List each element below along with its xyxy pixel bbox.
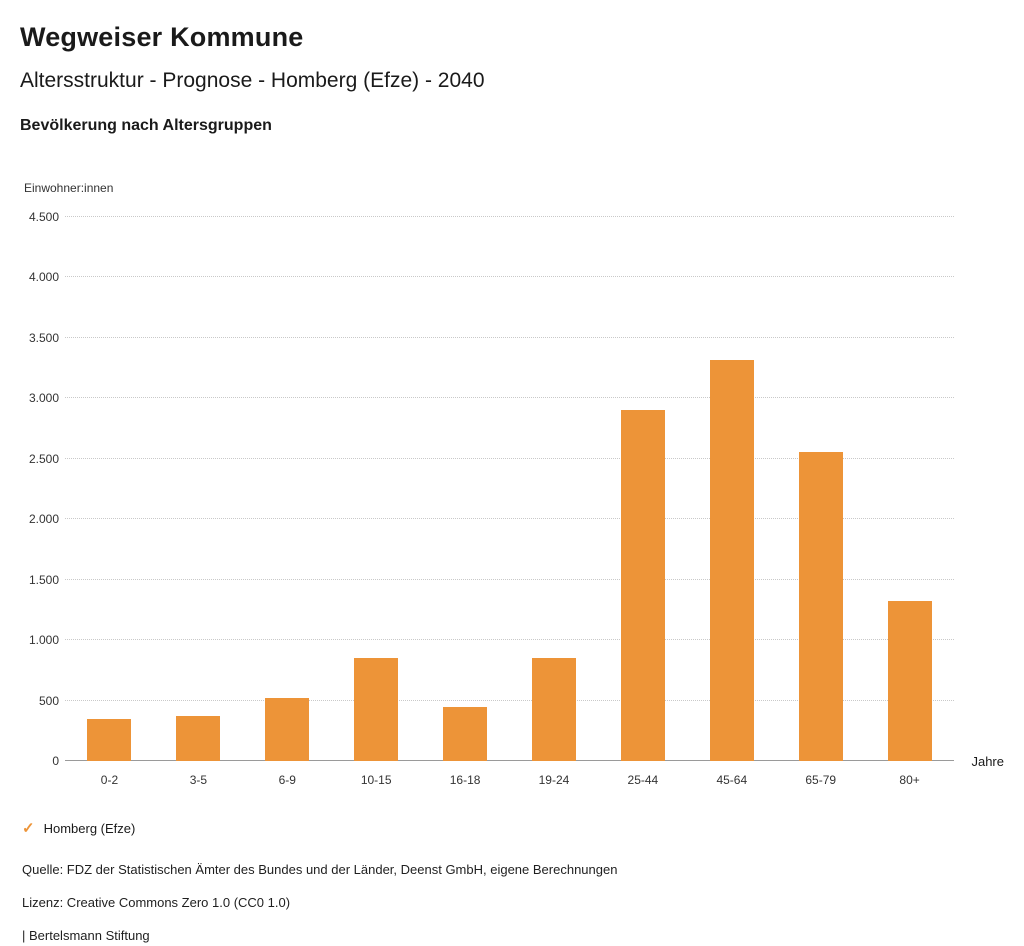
x-tick-label: 0-2 (100, 773, 119, 787)
footer: Quelle: FDZ der Statistischen Ämter des … (22, 862, 1004, 943)
bar-slot (510, 217, 599, 761)
x-tick-label: 25-44 (627, 773, 659, 787)
gridline (65, 276, 954, 278)
y-tick-label: 0 (52, 754, 59, 768)
bar-25-44[interactable] (620, 410, 665, 761)
x-tick-label: 19-24 (538, 773, 570, 787)
bar-65-79[interactable] (798, 452, 843, 761)
y-tick-label: 4.500 (28, 210, 59, 224)
bar-80+[interactable] (887, 601, 932, 761)
y-tick-label: 500 (38, 693, 59, 708)
bar-45-64[interactable] (709, 359, 754, 761)
y-axis-title: Einwohner:innen (24, 181, 114, 195)
x-tick-label: 45-64 (716, 773, 748, 787)
bar-slot (421, 217, 510, 761)
bar-16-18[interactable] (443, 706, 488, 761)
bar-0-2[interactable] (87, 718, 132, 761)
bar-3-5[interactable] (176, 716, 221, 761)
bar-chart: Einwohner:innen 0 500 1.000 1.500 2.000 2.500… (20, 181, 1004, 793)
y-tick-label: 2.000 (28, 512, 59, 527)
x-axis: 0-2 3-5 6-9 10-15 16-18 19-24 25-44 45-64 65-79 8… (65, 761, 954, 793)
gridline (65, 457, 954, 459)
bar-slot (598, 217, 687, 761)
plot-area (65, 216, 954, 761)
y-axis: 0 500 1.000 1.500 2.000 2.500 3.000 3.500 4.000 4… (20, 210, 65, 768)
bar-slot (332, 217, 421, 761)
x-tick-label: 6-9 (278, 773, 296, 787)
legend-item-homberg[interactable]: ✓ Homberg (Efze) (22, 821, 1004, 836)
bar-6-9[interactable] (265, 697, 310, 761)
bar-slot (776, 217, 865, 761)
y-tick-label: 2.500 (28, 451, 59, 466)
page-title: Wegweiser Kommune (20, 22, 304, 52)
legend-label: Homberg (Efze) (43, 821, 136, 836)
bar-slot (65, 217, 154, 761)
plot-column: 0-2 3-5 6-9 10-15 16-18 19-24 25-44 45-64 65-79 8… (65, 216, 954, 793)
y-tick-label: 4.000 (28, 270, 59, 285)
x-baseline (65, 760, 954, 761)
gridline (65, 336, 954, 338)
bar-19-24[interactable] (531, 657, 576, 761)
bar-slot (865, 217, 954, 761)
gridline (65, 578, 954, 580)
y-tick-label: 1.500 (28, 572, 59, 587)
gridline (65, 639, 954, 641)
x-axis-title: Jahre (971, 754, 1004, 769)
y-tick-label: 3.500 (28, 330, 59, 345)
bar-10-15[interactable] (354, 657, 399, 761)
source-text: Quelle: FDZ der Statistischen Ämter des … (22, 862, 618, 877)
x-tick-label: 10-15 (360, 773, 392, 787)
chart-row: 0 500 1.000 1.500 2.000 2.500 3.000 3.500 4.000 4… (20, 210, 1004, 793)
page-subtitle: Altersstruktur - Prognose - Homberg (Efz… (20, 69, 485, 92)
chart-heading: Bevölkerung nach Altersgruppen (20, 117, 272, 134)
y-tick-label: 1.000 (28, 633, 59, 648)
bar-slot (687, 217, 776, 761)
bar-slot (243, 217, 332, 761)
gridline (65, 397, 954, 399)
x-tick-label: 3-5 (189, 773, 208, 787)
gridline (65, 518, 954, 520)
gridline (65, 216, 954, 217)
license-text: Lizenz: Creative Commons Zero 1.0 (CC0 1… (22, 895, 291, 910)
attribution-text: | Bertelsmann Stiftung (22, 928, 150, 943)
x-tick-label: 16-18 (449, 773, 481, 787)
x-tick-label: 80+ (899, 773, 920, 787)
bars-row (65, 217, 954, 761)
y-tick-label: 3.000 (28, 391, 59, 406)
x-tick-label: 65-79 (805, 773, 837, 787)
bar-slot (154, 217, 243, 761)
legend-check-icon: ✓ (22, 820, 35, 837)
gridline (65, 699, 954, 701)
